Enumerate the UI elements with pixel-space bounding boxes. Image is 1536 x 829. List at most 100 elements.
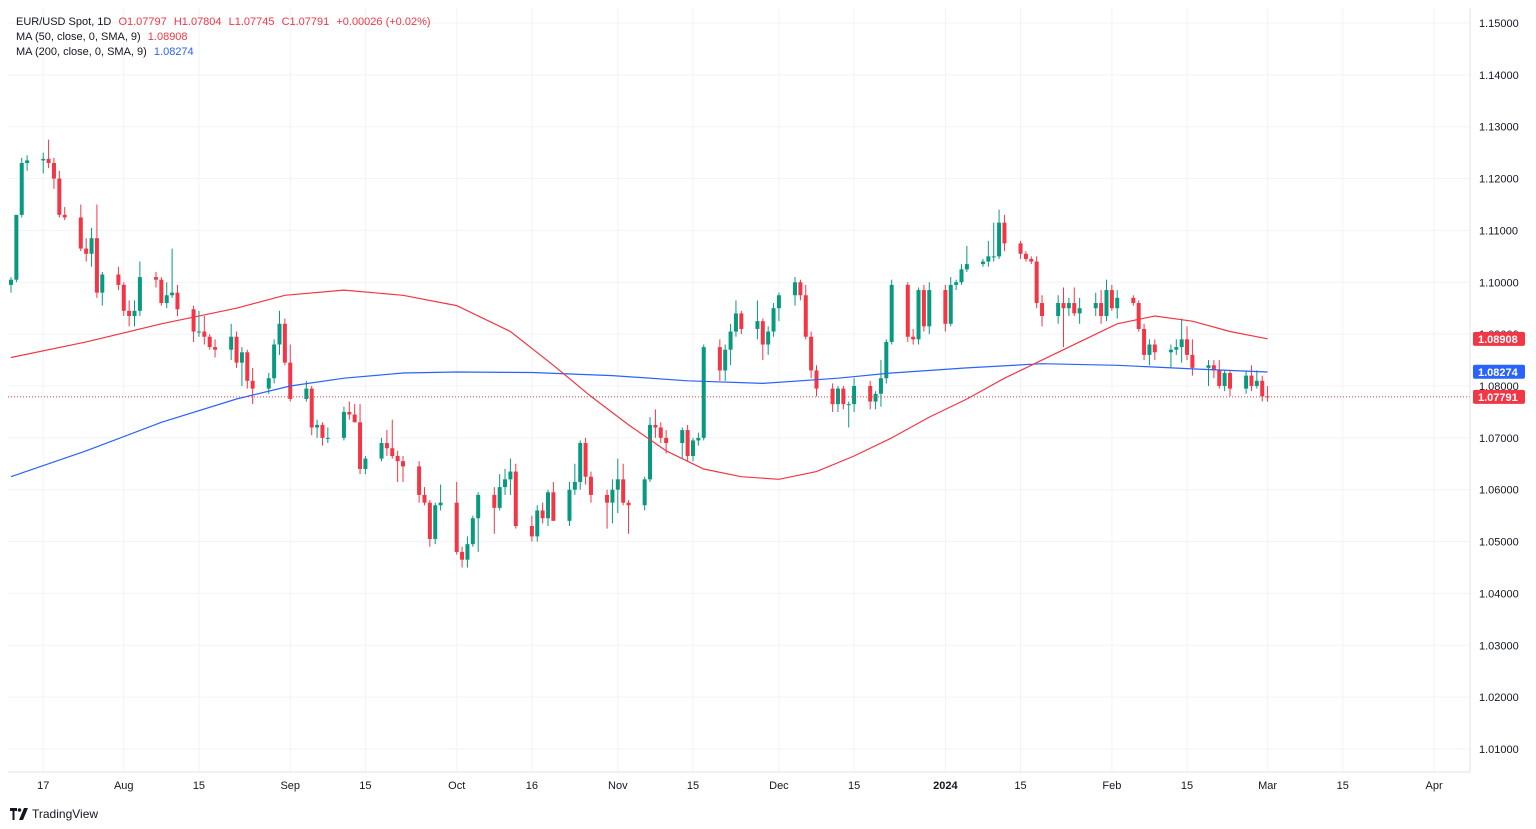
candle-body: [304, 388, 309, 399]
candle-body: [84, 248, 89, 254]
candle-body: [508, 471, 513, 480]
candle: [535, 505, 540, 542]
candle: [873, 391, 878, 410]
candle-body: [272, 344, 277, 379]
candle-body: [755, 321, 760, 329]
candle-body: [309, 388, 314, 428]
candle-body: [680, 430, 685, 444]
candle: [1142, 323, 1147, 361]
price-tag-label: 1.08274: [1478, 367, 1519, 379]
candle: [1249, 365, 1254, 392]
candle-body: [1147, 344, 1152, 355]
candle: [1190, 339, 1195, 376]
candle: [1206, 360, 1211, 386]
ma200-row[interactable]: MA (200, close, 0, SMA, 9) 1.08274: [16, 45, 431, 60]
candle: [610, 479, 615, 524]
candle-body: [717, 347, 722, 371]
candle-body: [513, 471, 518, 527]
candle-body: [1254, 380, 1259, 386]
candle-body: [921, 290, 926, 327]
candle-body: [51, 163, 56, 179]
price-tag: 1.08908: [1473, 331, 1525, 346]
candle: [1217, 360, 1222, 389]
candle-body: [1056, 303, 1061, 316]
plot-area[interactable]: [8, 8, 1470, 772]
candle-body: [395, 456, 400, 462]
candle: [352, 404, 357, 423]
candle-body: [529, 526, 534, 537]
candle-body: [470, 518, 475, 545]
candle-body: [546, 492, 550, 519]
time-tick-label: 15: [1014, 780, 1026, 792]
candle: [696, 432, 701, 446]
change-value: +0.00026 (+0.02%): [336, 16, 431, 28]
candle: [997, 209, 1002, 259]
time-tick-label: 15: [1337, 780, 1349, 792]
candle: [1099, 290, 1104, 324]
candle: [239, 347, 244, 386]
candle-body: [664, 437, 669, 444]
candle: [615, 458, 620, 514]
tradingview-footer[interactable]: TradingView: [10, 805, 98, 823]
candle: [1211, 360, 1216, 379]
candle: [739, 310, 744, 335]
candle: [513, 463, 518, 529]
candle: [642, 476, 647, 511]
candle-body: [213, 347, 218, 350]
candle: [943, 284, 948, 332]
candle: [191, 305, 196, 342]
time-tick-label: Mar: [1258, 780, 1277, 792]
candle: [100, 271, 105, 306]
time-tick-label: Dec: [769, 780, 789, 792]
candle-body: [991, 256, 996, 258]
ma50-label: MA (50, close, 0, SMA, 9): [16, 31, 141, 43]
candle: [1244, 370, 1249, 394]
candle: [288, 344, 293, 402]
candle: [572, 463, 577, 495]
candle-body: [868, 386, 873, 402]
candle-body: [964, 264, 969, 270]
candle: [127, 300, 132, 327]
candle-body: [927, 290, 932, 327]
price-axis[interactable]: 1.15000 1.14000 1.13000 1.12000 1.11000 1.100…: [1469, 8, 1519, 772]
time-axis[interactable]: 17 Aug 15 Sep 15 Oct 16 Nov 15 Dec 15 2024 15 Feb 15 Ma…: [8, 771, 1470, 792]
candle: [733, 300, 738, 337]
candle: [62, 207, 67, 221]
candle-body: [1040, 303, 1045, 316]
ma200-label: MA (200, close, 0, SMA, 9): [16, 46, 147, 58]
time-tick-label: Oct: [448, 780, 465, 792]
candle-body: [460, 551, 465, 560]
candle-body: [878, 378, 883, 394]
candle-body: [610, 489, 615, 503]
candle: [272, 339, 277, 384]
candle-body: [9, 279, 13, 285]
candle-body: [137, 277, 142, 311]
candle-body: [830, 388, 835, 405]
candle: [793, 277, 798, 306]
candle-body: [798, 282, 803, 296]
grid-lines: [8, 8, 1470, 772]
candle: [460, 546, 465, 568]
candle: [1056, 295, 1061, 324]
candle: [282, 318, 287, 366]
candle: [986, 240, 991, 267]
candle: [728, 323, 733, 366]
candle-body: [497, 487, 502, 508]
ma50-row[interactable]: MA (50, close, 0, SMA, 9) 1.08908: [16, 30, 431, 45]
candle: [927, 282, 932, 335]
candle: [508, 458, 513, 495]
candle-body: [1260, 380, 1265, 397]
candle-body: [282, 323, 287, 363]
candle: [1061, 287, 1066, 348]
candle: [1136, 300, 1141, 332]
candle-body: [1249, 375, 1254, 386]
candle-body: [1179, 339, 1184, 348]
candle: [266, 373, 271, 394]
candle: [916, 287, 921, 345]
candle: [648, 417, 653, 482]
candle: [116, 266, 121, 291]
candle: [578, 440, 583, 490]
symbol-row[interactable]: EUR/USD Spot, 1D O1.07797 H1.07804 L1.07…: [16, 15, 431, 30]
time-tick-label: 16: [526, 780, 538, 792]
